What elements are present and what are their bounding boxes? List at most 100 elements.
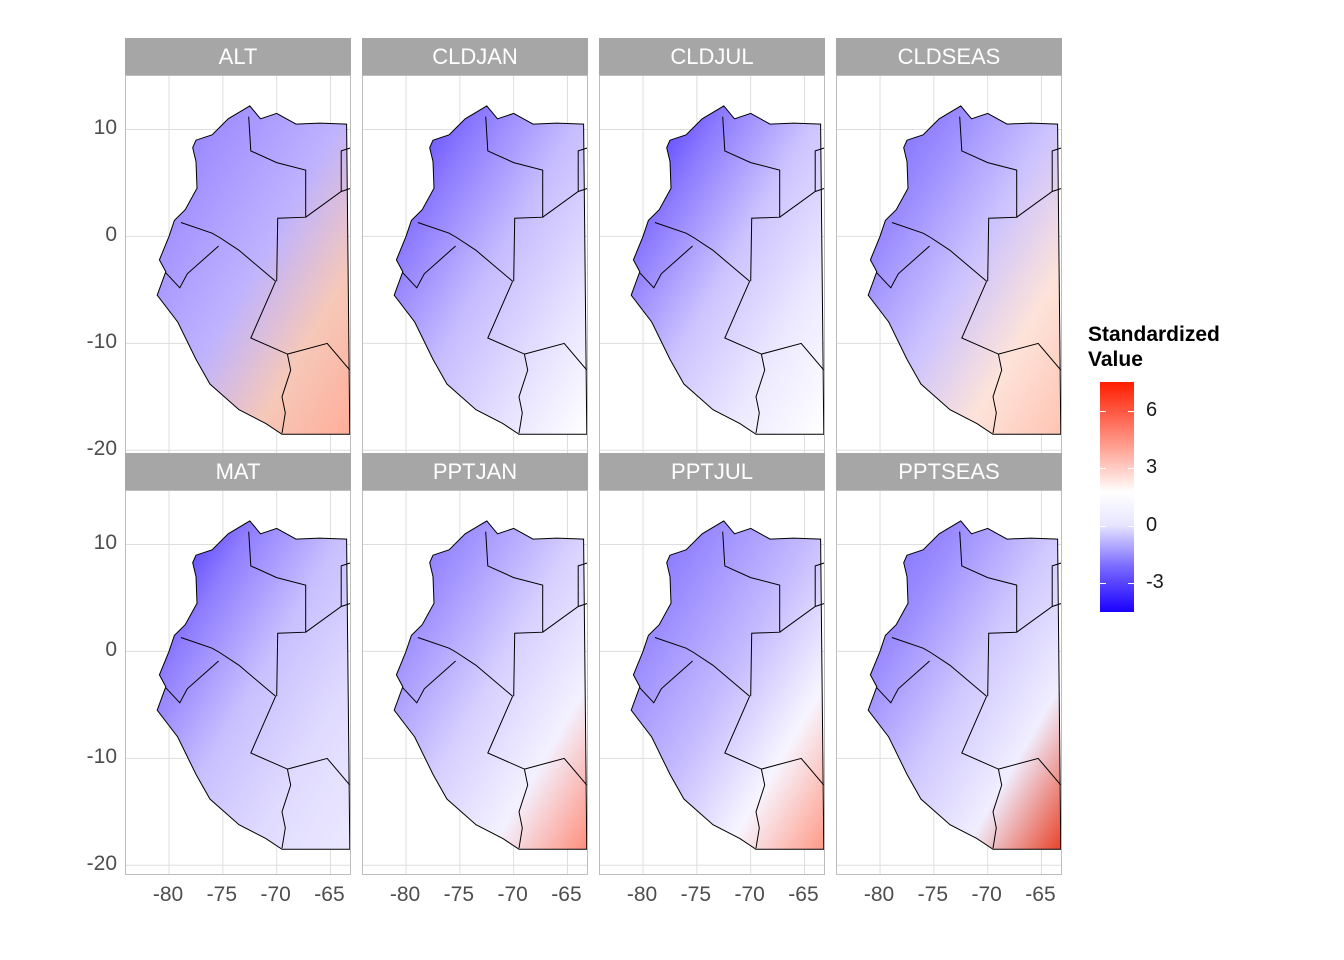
y-tick-label: 10	[93, 116, 117, 140]
country-border	[654, 222, 750, 282]
x-tick-label: -70	[497, 883, 528, 906]
x-tick-label: -75	[443, 883, 475, 906]
raster-region	[867, 105, 1061, 435]
x-tick-label: -65	[788, 883, 819, 906]
map-svg	[126, 491, 350, 874]
country-border	[1051, 562, 1061, 607]
country-border	[165, 660, 219, 704]
country-border	[998, 342, 1061, 371]
country-border	[639, 245, 693, 289]
country-border	[876, 245, 930, 289]
y-tick-label: 0	[105, 638, 117, 662]
country-border	[814, 147, 824, 192]
country-border	[722, 116, 781, 282]
x-tick-label: -70	[734, 883, 765, 906]
country-border	[287, 757, 350, 786]
facet-alt: ALT	[125, 38, 351, 460]
legend-title: Standardized Value	[1088, 322, 1288, 372]
country-border	[959, 116, 1018, 282]
facet-strip-label: MAT	[125, 453, 351, 490]
facet-strip-label: CLDJAN	[362, 38, 588, 75]
country-border	[724, 281, 766, 434]
x-tick-label: -75	[206, 883, 238, 906]
facet-strip-label: PPTJAN	[362, 453, 588, 490]
map-svg	[837, 76, 1061, 459]
country-border	[959, 531, 1018, 697]
country-border	[248, 116, 307, 282]
legend-tick-label: 0	[1146, 513, 1158, 536]
country-border	[876, 660, 930, 704]
legend-tick-label: -3	[1146, 571, 1164, 594]
map-plot-area	[125, 490, 351, 875]
country-border	[639, 660, 693, 704]
map-plot-area	[836, 75, 1062, 460]
country-border	[180, 222, 276, 282]
facet-cldjan: CLDJAN	[362, 38, 588, 460]
country-border	[998, 757, 1061, 786]
country-border	[961, 281, 1003, 434]
country-border	[250, 696, 292, 849]
y-tick-label: -10	[86, 745, 117, 769]
map-plot-area	[836, 490, 1062, 875]
x-tick-label: -70	[971, 883, 1002, 906]
facet-strip-label: PPTJUL	[599, 453, 825, 490]
facet-cldjul: CLDJUL	[599, 38, 825, 460]
country-border	[722, 531, 781, 697]
color-legend: Standardized Value 6 3 0 -3	[1088, 322, 1288, 612]
facet-mat: MAT	[125, 453, 351, 875]
legend-tick-mark	[1100, 410, 1134, 412]
country-border	[1051, 147, 1061, 192]
x-tick-label: -75	[680, 883, 712, 906]
country-border	[814, 562, 824, 607]
country-border	[761, 342, 824, 371]
map-plot-area	[362, 490, 588, 875]
map-svg	[363, 76, 587, 459]
country-border	[165, 245, 219, 289]
country-border	[287, 342, 350, 371]
legend-title-line2: Value	[1088, 348, 1143, 371]
x-tick-label: -65	[314, 883, 345, 906]
x-tick-label: -80	[152, 883, 184, 906]
country-border	[891, 222, 987, 282]
raster-region	[867, 520, 1061, 850]
country-border	[761, 757, 824, 786]
country-border	[487, 696, 529, 849]
map-svg	[363, 491, 587, 874]
country-border	[577, 562, 587, 607]
y-tick-label: -10	[86, 330, 117, 354]
country-border	[250, 281, 292, 434]
x-tick-label: -80	[389, 883, 421, 906]
country-border	[724, 696, 766, 849]
country-border	[485, 531, 544, 697]
x-tick-label: -75	[917, 883, 949, 906]
raster-region	[156, 105, 350, 435]
raster-region	[393, 520, 587, 850]
legend-tick-label: 3	[1146, 456, 1158, 479]
facet-strip-label: PPTSEAS	[836, 453, 1062, 490]
country-border	[340, 147, 350, 192]
country-border	[417, 637, 513, 697]
facet-pptjan: PPTJAN	[362, 453, 588, 875]
country-border	[487, 281, 529, 434]
country-border	[654, 637, 750, 697]
country-border	[961, 696, 1003, 849]
raster-region	[156, 520, 350, 850]
legend-title-line1: Standardized	[1088, 323, 1220, 346]
x-tick-label: -80	[863, 883, 895, 906]
country-border	[180, 637, 276, 697]
map-svg	[600, 491, 824, 874]
raster-region	[393, 105, 587, 435]
raster-region	[630, 520, 824, 850]
legend-colorbar	[1100, 382, 1134, 612]
country-border	[417, 222, 513, 282]
legend-tick-mark	[1100, 525, 1134, 527]
country-border	[524, 342, 587, 371]
facet-strip-label: CLDJUL	[599, 38, 825, 75]
legend-tick-label: 6	[1146, 398, 1158, 421]
country-border	[248, 531, 307, 697]
country-border	[402, 660, 456, 704]
facet-strip-label: ALT	[125, 38, 351, 75]
facet-pptjul: PPTJUL	[599, 453, 825, 875]
facet-strip-label: CLDSEAS	[836, 38, 1062, 75]
x-tick-label: -65	[1025, 883, 1056, 906]
